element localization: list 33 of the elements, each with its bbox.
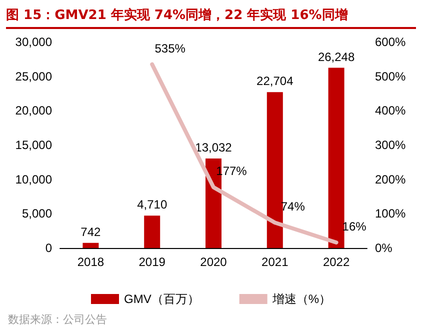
legend-label: GMV（百万） [124,292,200,306]
source-note: 数据来源：公司公告 [8,312,107,327]
bar [144,216,160,248]
y2-tick-label: 0% [375,241,393,255]
y2-tick-label: 400% [375,104,406,118]
data-label: 13,032 [195,140,232,155]
y2-tick-label: 100% [375,206,406,221]
y2-tick-label: 600% [375,35,406,49]
y-tick-label: 25,000 [15,69,52,84]
data-label: 4,710 [137,198,168,212]
bar [266,92,283,248]
data-label: 742 [80,224,102,239]
bar [328,68,344,248]
x-tick-label: 2019 [138,255,166,269]
y-tick-label: 10,000 [15,172,52,186]
y2-tick-label: 200% [375,172,406,186]
x-tick-label: 2020 [200,255,228,269]
y-tick-label: 5,000 [22,206,52,221]
data-label: 22,704 [256,74,294,88]
x-tick-label: 2018 [77,255,104,269]
bar [82,242,99,248]
chart-title: 图 15：GMV21 年实现 74%同增，22 年实现 16%同增 [6,6,416,29]
x-tick-label: 2021 [262,255,289,269]
y-tick-label: 30,000 [15,35,52,49]
data-label: 535% [154,41,186,56]
y-tick-label: 20,000 [15,104,52,118]
y-tick-label: 15,000 [15,138,52,152]
y2-tick-label: 300% [375,138,406,152]
legend-label: 增速（%） [271,292,332,306]
y-tick-label: 0 [45,241,52,255]
data-label: 26,248 [318,50,355,64]
y2-tick-label: 500% [375,69,406,84]
x-tick-label: 2022 [322,255,350,269]
